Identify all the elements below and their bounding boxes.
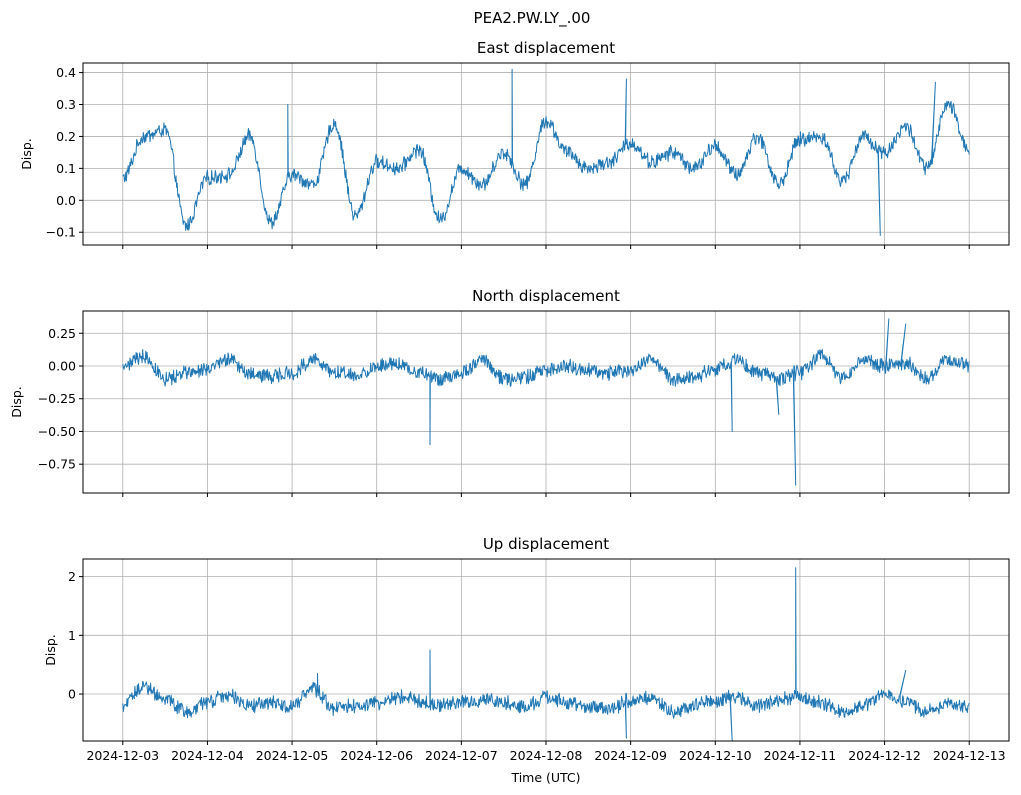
east-y-axis-label: Disp.	[19, 138, 34, 170]
east-panel: East displacement −0.1 0.0 0.1 0.2 0.3 0.4 Disp…	[19, 39, 1010, 249]
up-y-tick-label: 2	[68, 569, 76, 584]
x-tick-label: 2024-12-12	[848, 748, 921, 763]
north-y-tick-label: −0.25	[38, 391, 76, 406]
x-tick-label: 2024-12-08	[510, 748, 583, 763]
figure-suptitle: PEA2.PW.LY_.00	[474, 9, 591, 28]
up-y-tick-label: 1	[68, 628, 76, 643]
up-y-axis-label: Disp.	[43, 634, 58, 666]
x-tick-label: 2024-12-10	[679, 748, 752, 763]
north-y-tick-label: −0.75	[38, 457, 76, 472]
east-y-tick-label: −0.1	[46, 225, 76, 240]
x-tick-label: 2024-12-07	[425, 748, 498, 763]
up-y-tick-label: 0	[68, 687, 76, 702]
east-series-line	[122, 68, 970, 236]
up-panel-title: Up displacement	[483, 535, 609, 553]
x-tick-label: 2024-12-04	[171, 748, 244, 763]
x-tick-label: 2024-12-05	[256, 748, 329, 763]
x-tick-label: 2024-12-03	[86, 748, 159, 763]
x-tick-label: 2024-12-11	[764, 748, 837, 763]
x-tick-label: 2024-12-06	[340, 748, 413, 763]
north-panel: North displacement −0.75 −0.50 −0.25 0.00 0.2…	[9, 287, 1010, 497]
east-panel-title: East displacement	[477, 39, 615, 57]
east-y-tick-label: 0.2	[56, 129, 76, 144]
north-panel-title: North displacement	[472, 287, 620, 305]
north-y-tick-label: −0.50	[38, 424, 76, 439]
x-axis-label: Time (UTC)	[510, 770, 580, 785]
east-y-tick-label: 0.1	[56, 161, 76, 176]
up-panel: Up displacement 2024-12-03 2024-12-04 2024-…	[43, 535, 1010, 763]
north-y-axis-label: Disp.	[9, 386, 24, 418]
east-y-tick-label: 0.3	[56, 97, 76, 112]
x-tick-label: 2024-12-13	[933, 748, 1006, 763]
north-y-tick-label: 0.00	[48, 358, 76, 373]
up-series-line	[122, 567, 970, 742]
east-y-tick-label: 0.0	[56, 193, 76, 208]
north-y-tick-label: 0.25	[48, 326, 76, 341]
x-tick-label: 2024-12-09	[594, 748, 667, 763]
east-y-tick-label: 0.4	[56, 65, 76, 80]
north-series-line	[122, 318, 970, 486]
